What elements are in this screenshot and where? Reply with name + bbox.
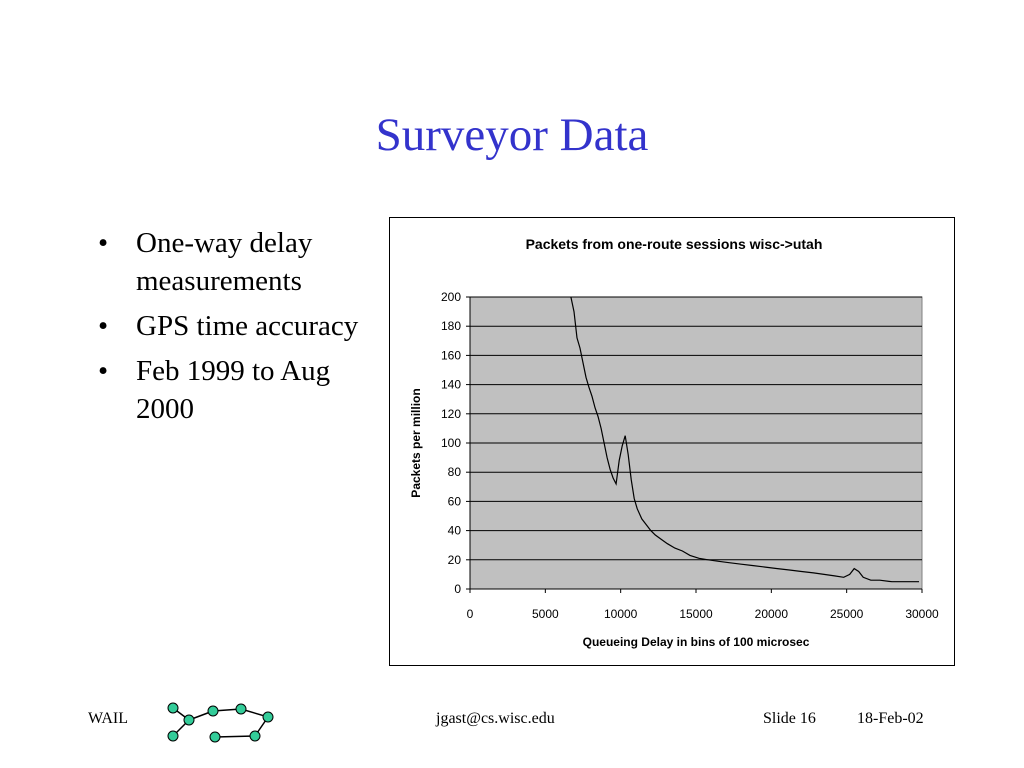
x-tick-label: 0	[467, 607, 474, 621]
chart-frame: Packets from one-route sessions wisc->ut…	[389, 217, 955, 666]
x-tick-label: 20000	[755, 607, 789, 621]
y-tick-label: 160	[441, 348, 461, 362]
axes	[466, 296, 923, 593]
slide-title: Surveyor Data	[375, 109, 649, 161]
y-tick-label: 20	[448, 553, 462, 567]
bullet-dot: •	[98, 227, 109, 259]
series-line	[570, 296, 919, 583]
footer-email: jgast@cs.wisc.edu	[436, 710, 555, 727]
y-tick-label: 0	[454, 582, 461, 596]
y-axis-label: Packets per million	[409, 388, 423, 497]
y-tick-label: 80	[448, 465, 462, 479]
footer-slide-number: Slide 16	[763, 710, 816, 727]
y-tick-label: 60	[448, 494, 462, 508]
y-tick-label: 100	[441, 436, 461, 450]
y-tick-label: 180	[441, 319, 461, 333]
bullet-text: Feb 1999 to Aug 2000	[136, 355, 331, 425]
bullet-dot: •	[98, 310, 109, 342]
y-tick-label: 200	[441, 290, 461, 304]
y-tick-label: 140	[441, 378, 461, 392]
footer-org: WAIL	[88, 710, 128, 727]
y-tick-label: 120	[441, 407, 461, 421]
x-tick-label: 25000	[830, 607, 864, 621]
x-tick-label: 30000	[905, 607, 939, 621]
x-tick-label: 15000	[679, 607, 713, 621]
x-tick-label: 5000	[532, 607, 559, 621]
network-logo-icon	[167, 702, 274, 743]
x-tick-label: 10000	[604, 607, 638, 621]
bullet-text: One-way delay measurements	[136, 227, 313, 297]
bullet-text: GPS time accuracy	[136, 310, 359, 342]
y-tick-label: 40	[448, 524, 462, 538]
bullet-item: • One-way delay measurements	[98, 224, 368, 300]
chart: Packets from one-route sessions wisc->ut…	[409, 236, 939, 649]
x-axis-label: Queueing Delay in bins of 100 microsec	[583, 635, 810, 649]
grid-lines	[470, 296, 922, 561]
series-layer	[570, 296, 919, 583]
bullet-item: • Feb 1999 to Aug 2000	[98, 352, 368, 428]
tick-labels: 0 20 40 60 80 100 120 140 160 180 200 0 5000 10000 150…	[441, 290, 939, 621]
bullet-list: • One-way delay measurements • GPS time …	[98, 224, 368, 435]
chart-title: Packets from one-route sessions wisc->ut…	[526, 236, 823, 252]
bullet-dot: •	[98, 355, 109, 387]
bullet-item: • GPS time accuracy	[98, 307, 368, 345]
footer-date: 18-Feb-02	[857, 710, 924, 727]
